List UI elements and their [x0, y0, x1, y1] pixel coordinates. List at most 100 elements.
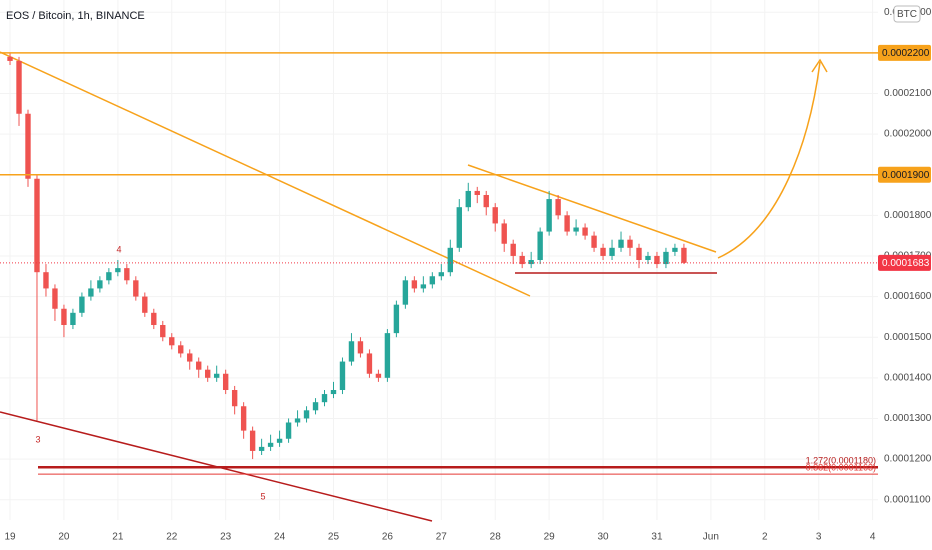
x-tick-label: Jun — [703, 532, 719, 543]
y-tick-label: 0.0001100 — [884, 494, 931, 505]
x-tick-label: 2 — [762, 532, 768, 543]
candle-body — [294, 418, 301, 423]
candle-body — [600, 247, 606, 256]
candle-body — [70, 312, 76, 325]
x-tick-label: 30 — [597, 532, 609, 543]
y-tick-label: 0.0001800 — [884, 210, 932, 221]
x-tick-label: 29 — [544, 532, 556, 543]
x-tick-label: 24 — [274, 532, 286, 543]
wave-label: 5 — [260, 491, 265, 501]
candle-body — [456, 207, 462, 248]
candle-body — [582, 227, 588, 236]
candle-body — [339, 361, 346, 390]
level-label: 0.0002200 — [882, 48, 930, 59]
x-tick-label: 20 — [58, 532, 70, 543]
level-tag — [878, 44, 931, 61]
candle-body — [384, 333, 391, 378]
candle-body — [321, 394, 328, 403]
candle-body — [429, 276, 436, 285]
candle-body — [187, 353, 193, 362]
candle-body — [636, 247, 642, 260]
candle-body — [465, 190, 471, 208]
y-tick-label: 0.0002000 — [884, 129, 932, 140]
candle-body — [34, 178, 40, 273]
level-label: 0.0001900 — [882, 170, 930, 181]
y-tick-label: 0.0001500 — [884, 332, 932, 343]
candle-body — [555, 199, 561, 216]
y-tick-label: 0.0001600 — [884, 291, 932, 302]
candle-body — [654, 255, 660, 265]
candle-body — [312, 402, 319, 411]
candle-body — [483, 195, 489, 208]
candle-body — [52, 288, 58, 309]
arrow-head — [811, 58, 828, 73]
x-tick-label: 31 — [651, 532, 663, 543]
candle-body — [178, 345, 184, 354]
candle-body — [160, 325, 166, 338]
wave-label: 3 — [35, 434, 40, 444]
candle-body — [79, 296, 85, 313]
candle-body — [303, 410, 310, 419]
candle-body — [258, 446, 265, 451]
candle-body — [222, 373, 229, 390]
candle-body — [501, 223, 507, 244]
candle-body — [546, 199, 552, 232]
candle-body — [169, 337, 175, 346]
x-tick-label: 21 — [112, 532, 124, 543]
candle-body — [115, 268, 121, 273]
level-tag — [878, 166, 931, 183]
candle-body — [330, 390, 337, 395]
candle-body — [285, 422, 292, 439]
candle-body — [474, 190, 480, 195]
candle-body — [438, 272, 445, 277]
candle-body — [97, 280, 103, 289]
plot: 1.272(0.0001180)0.382(0.0001163) — [0, 51, 878, 522]
x-tick-label: 3 — [816, 532, 822, 543]
y-tick-label: 0.0001300 — [884, 413, 932, 424]
candle-body — [25, 113, 31, 179]
candle-body — [609, 247, 615, 256]
candle-body — [618, 239, 624, 248]
candle-body — [573, 227, 579, 232]
candle-body — [231, 390, 238, 407]
y-tick-label: 0.0001200 — [884, 454, 932, 465]
candle-body — [537, 231, 543, 260]
candle-body — [88, 288, 94, 297]
candle-body — [528, 260, 534, 265]
candle-body — [645, 255, 651, 260]
x-tick-label: 22 — [166, 532, 178, 543]
fib-label: 1.272(0.0001180) — [806, 456, 876, 466]
candle-body — [133, 280, 139, 297]
candle-body — [196, 361, 202, 370]
candle-body — [357, 341, 364, 354]
x-tick-label: 26 — [382, 532, 394, 543]
candle-body — [672, 247, 678, 252]
x-tick-label: 28 — [490, 532, 502, 543]
candle-body — [7, 56, 13, 61]
candle-body — [61, 308, 67, 325]
candle-body — [663, 251, 669, 265]
candle-body — [519, 255, 525, 265]
x-tick-label: 4 — [870, 532, 876, 543]
candle-body — [106, 272, 112, 281]
currency-label[interactable]: BTC — [897, 9, 917, 20]
y-tick-label: 0.0001400 — [884, 372, 932, 383]
y-tick-label: 0.0002100 — [884, 88, 932, 99]
candle-body — [420, 284, 427, 289]
candle-body — [366, 353, 373, 374]
candle-body — [402, 280, 409, 305]
candle-body — [627, 239, 633, 248]
wave-label: 4 — [116, 244, 121, 254]
candle-body — [276, 438, 283, 443]
candle-body — [124, 268, 130, 281]
last-price-tag — [878, 254, 931, 271]
currency-badge[interactable] — [893, 5, 921, 23]
projection-arrow — [717, 61, 821, 259]
candle-body — [249, 430, 256, 451]
x-tick-label: 23 — [220, 532, 232, 543]
last-price-label: 0.0001683 — [882, 258, 930, 269]
fib-label: 0.382(0.0001163) — [806, 462, 876, 472]
candle-body — [43, 272, 49, 289]
